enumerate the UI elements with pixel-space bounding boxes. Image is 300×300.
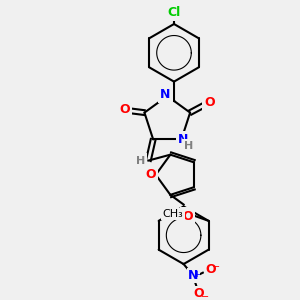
Text: O: O — [182, 210, 193, 223]
Text: O: O — [194, 287, 204, 300]
Text: H: H — [184, 141, 194, 151]
Text: H: H — [136, 156, 145, 166]
Text: N: N — [160, 88, 171, 100]
Text: N: N — [178, 133, 188, 146]
Text: N: N — [188, 269, 198, 282]
Text: O: O — [146, 168, 156, 181]
Text: −: − — [212, 262, 220, 272]
Text: CH₃: CH₃ — [163, 209, 183, 219]
Text: −: − — [201, 292, 209, 300]
Text: O: O — [119, 103, 130, 116]
Text: O: O — [205, 263, 216, 276]
Text: Cl: Cl — [167, 6, 181, 19]
Text: +: + — [194, 270, 200, 279]
Text: O: O — [204, 95, 214, 109]
